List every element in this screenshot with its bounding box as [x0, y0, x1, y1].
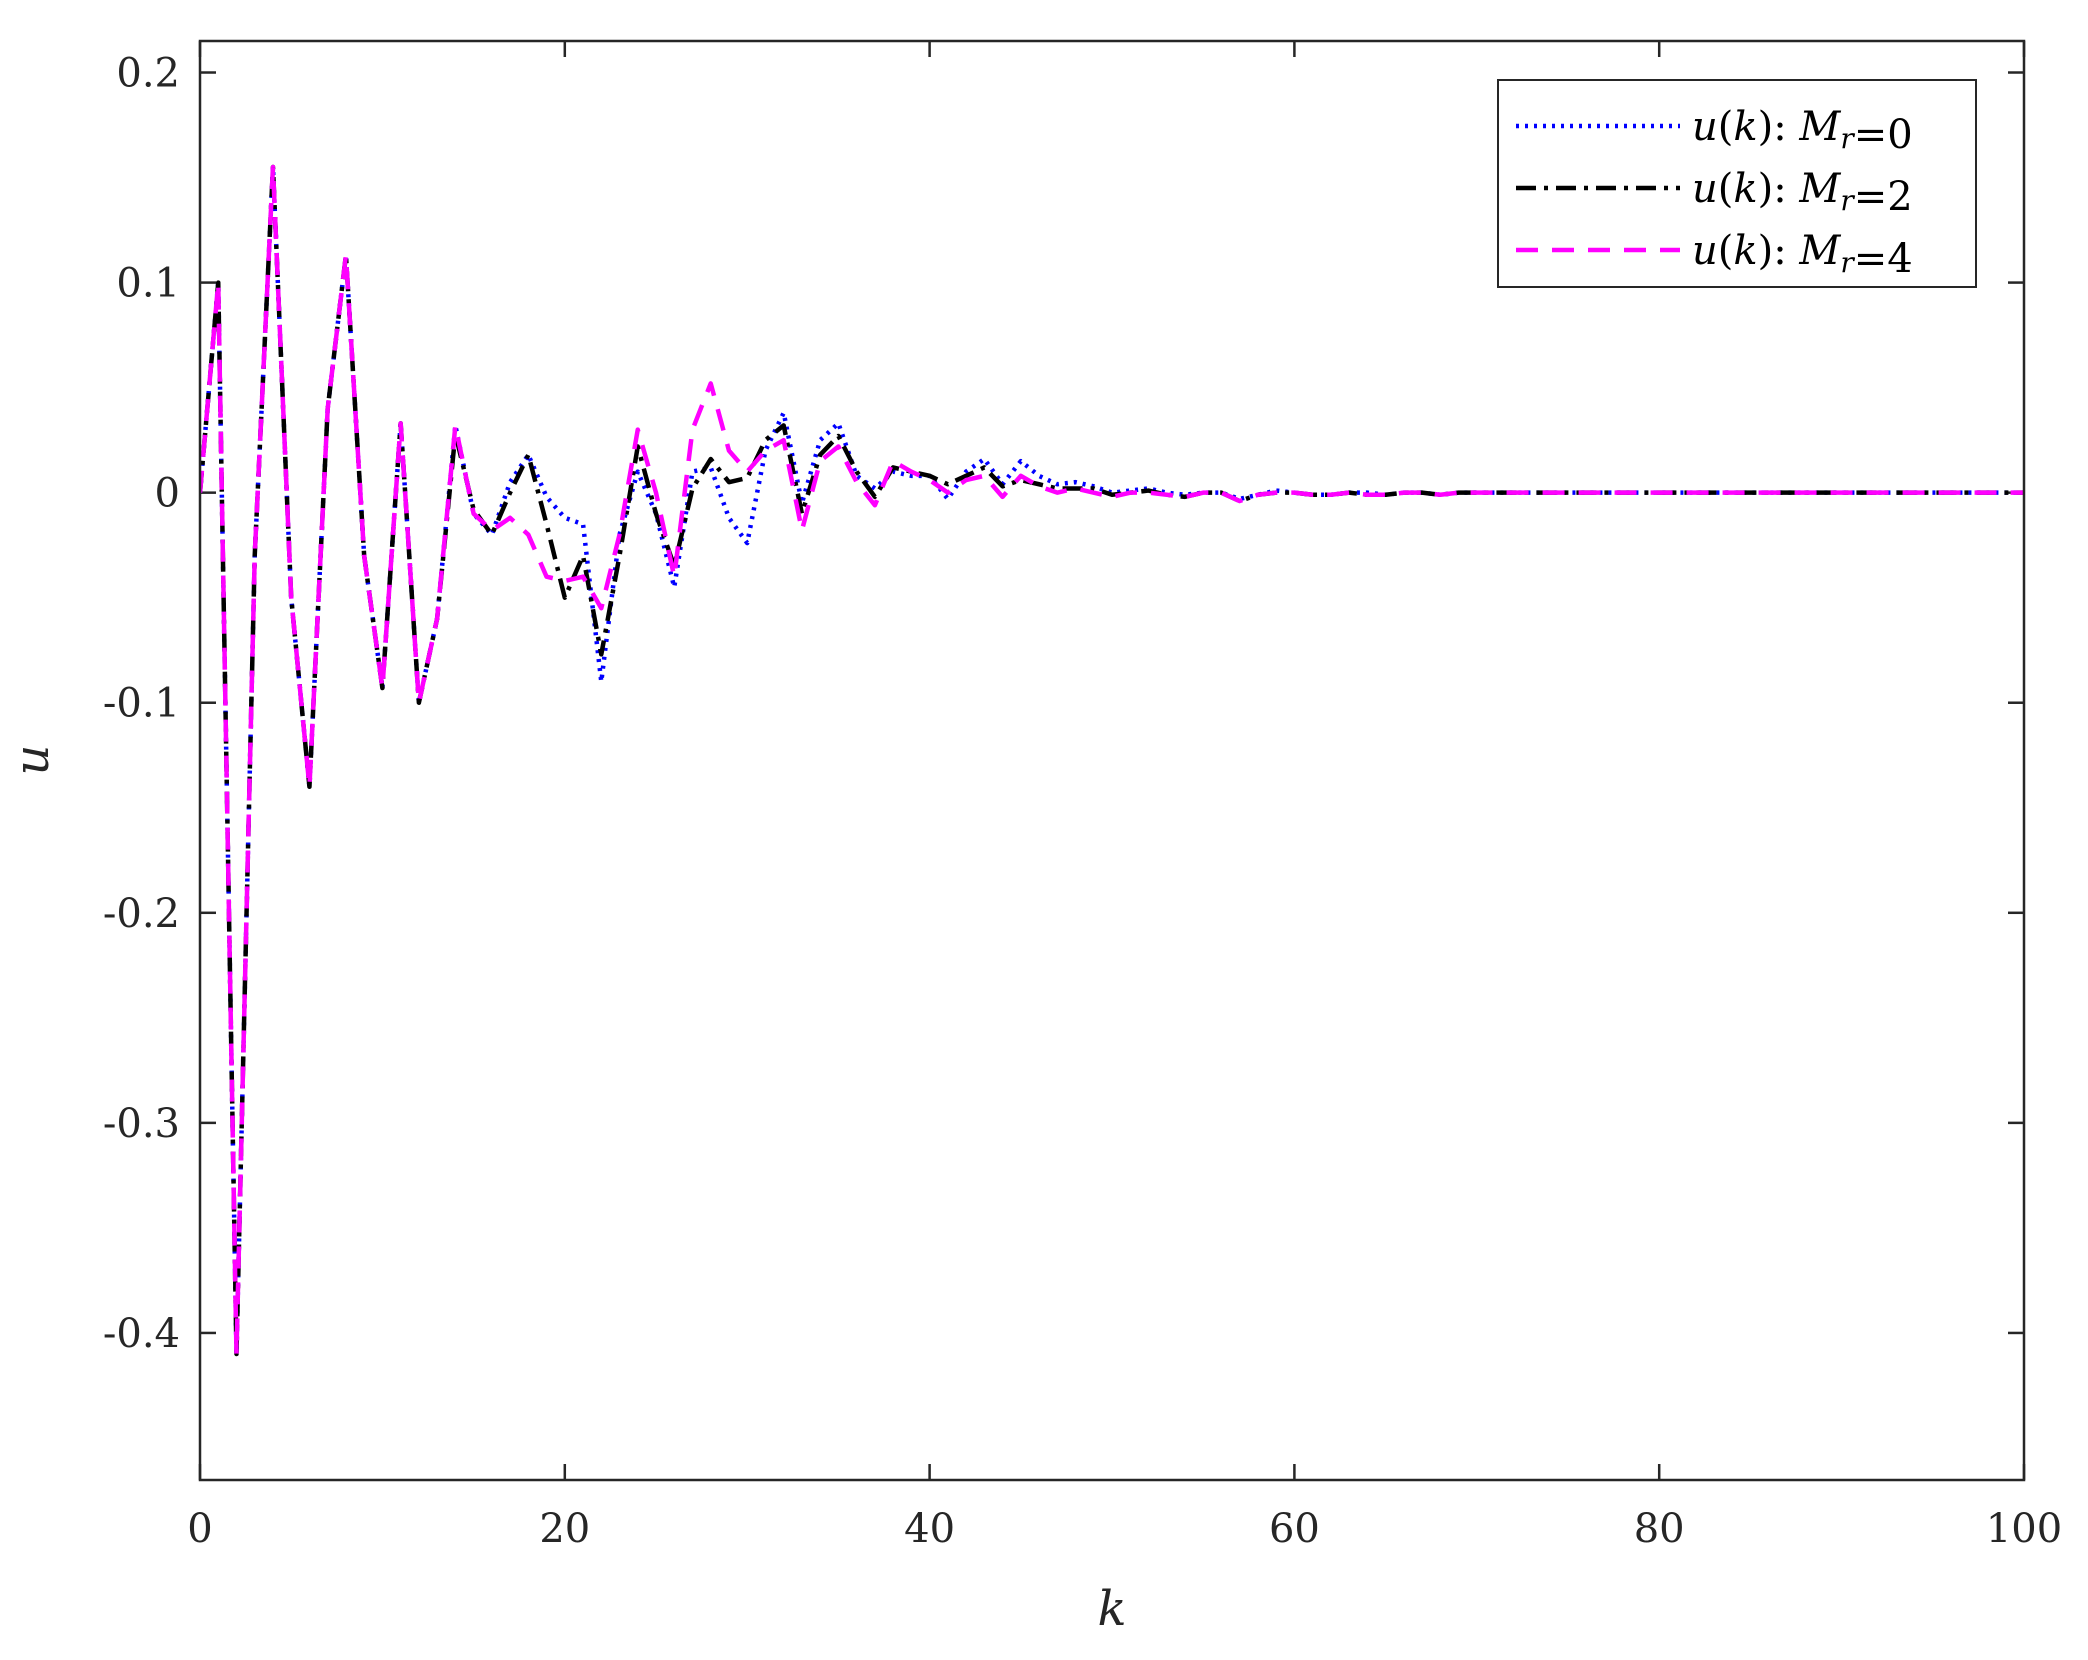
plot-frame — [198, 39, 2026, 1482]
series-line-3 — [200, 164, 2024, 1357]
x-tick-label: 40 — [904, 1506, 955, 1552]
tick-labels: 0 20 40 60 80 100 0.2 0.1 0 -0.1 -0.2 -0.3 -0.4 — [103, 51, 2062, 1552]
y-tick-label: 0 — [155, 471, 180, 517]
y-tick-label: -0.1 — [103, 681, 180, 727]
y-tick-label: 0.2 — [116, 51, 180, 97]
legend-label-2: u(k): Mr=2 — [1692, 166, 1913, 220]
legend-box — [1497, 79, 1977, 288]
x-tick-label: 100 — [1986, 1506, 2062, 1552]
x-tick-label: 0 — [187, 1506, 212, 1552]
x-tick-label: 60 — [1269, 1506, 1320, 1552]
y-tick-label: -0.3 — [103, 1101, 180, 1147]
x-tick-label: 20 — [539, 1506, 590, 1552]
y-tick-label: 0.1 — [116, 261, 180, 307]
x-axis-label: k — [1097, 1581, 1126, 1637]
y-axis-label: u — [4, 745, 60, 776]
x-tick-label: 80 — [1634, 1506, 1685, 1552]
y-tick-label: -0.2 — [103, 891, 180, 937]
legend: u(k): Mr=0 u(k): Mr=2 u(k): Mr=4 — [1497, 79, 1977, 288]
legend-label-3: u(k): Mr=4 — [1692, 228, 1913, 282]
legend-label-1: u(k): Mr=0 — [1692, 104, 1913, 158]
y-tick-label: -0.4 — [103, 1311, 180, 1357]
series-lines — [200, 164, 2024, 1357]
